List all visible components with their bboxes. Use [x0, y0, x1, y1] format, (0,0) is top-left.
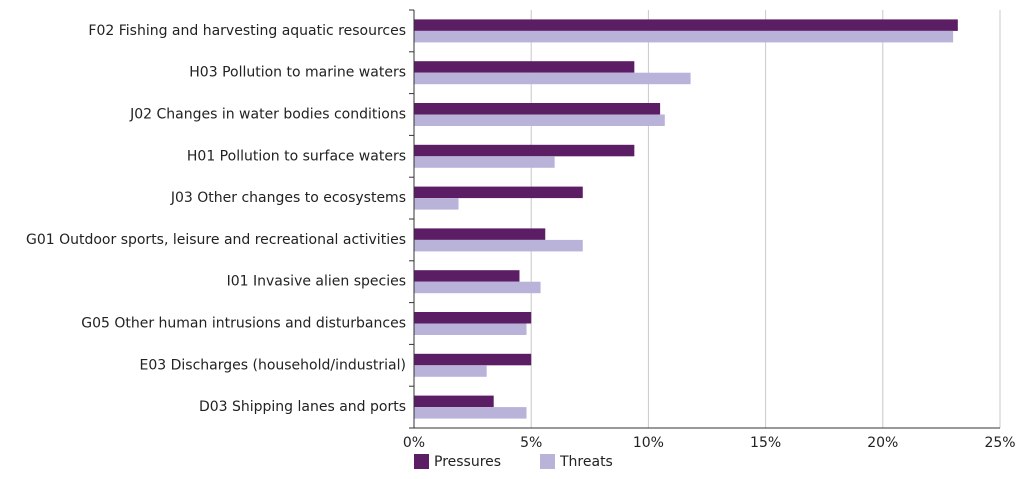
bar-pressures [414, 228, 546, 240]
bar-threats [414, 72, 691, 85]
bar-threats [414, 407, 527, 419]
category-label: J02 Changes in water bodies conditions [129, 107, 406, 123]
category-label: D03 Shipping lanes and ports [199, 399, 406, 415]
bar-threats [414, 323, 527, 335]
x-tick-label: 15% [750, 435, 781, 451]
bar-pressures [414, 144, 635, 157]
legend-swatch-threats [540, 454, 555, 469]
category-labels: F02 Fishing and harvesting aquatic resou… [26, 23, 406, 415]
legend-label-pressures: Pressures [434, 454, 501, 470]
x-tick-label: 20% [867, 435, 898, 451]
legend-label-threats: Threats [559, 454, 613, 470]
bar-pressures [414, 312, 532, 324]
bar-pressures [414, 353, 532, 366]
bar-pressures [414, 270, 520, 282]
category-ticks [409, 9, 414, 429]
bar-pressures [414, 103, 661, 115]
bar-threats [414, 281, 541, 294]
x-tick-label: 10% [633, 435, 664, 451]
legend-swatch-pressures [414, 454, 429, 469]
x-tick-label: 25% [984, 435, 1015, 451]
category-label: I01 Invasive alien species [227, 274, 406, 290]
x-tick-labels: 0% 5% 10% 15% 20% 25% [403, 435, 1016, 451]
category-label: J03 Other changes to ecosystems [170, 190, 406, 206]
category-label: G05 Other human intrusions and disturban… [81, 316, 406, 332]
category-label: G01 Outdoor sports, leisure and recreati… [26, 232, 406, 248]
category-label: E03 Discharges (household/industrial) [140, 357, 406, 373]
bar-pressures [414, 19, 958, 31]
bar-threats [414, 239, 583, 252]
bar-threats [414, 365, 487, 377]
x-tick-label: 0% [403, 435, 425, 451]
x-tick-label: 5% [520, 435, 542, 451]
legend: Pressures Threats [414, 454, 613, 470]
bar-threats [414, 156, 555, 168]
bar-threats [414, 30, 954, 43]
bar-threats [414, 198, 459, 210]
bar-threats [414, 114, 665, 126]
bar-pressures [414, 61, 635, 73]
category-label: H01 Pollution to surface waters [187, 148, 406, 164]
category-label: F02 Fishing and harvesting aquatic resou… [88, 23, 406, 39]
category-label: H03 Pollution to marine waters [189, 65, 406, 81]
bar-pressures [414, 395, 494, 408]
bar-pressures [414, 186, 583, 199]
bars [414, 19, 958, 419]
